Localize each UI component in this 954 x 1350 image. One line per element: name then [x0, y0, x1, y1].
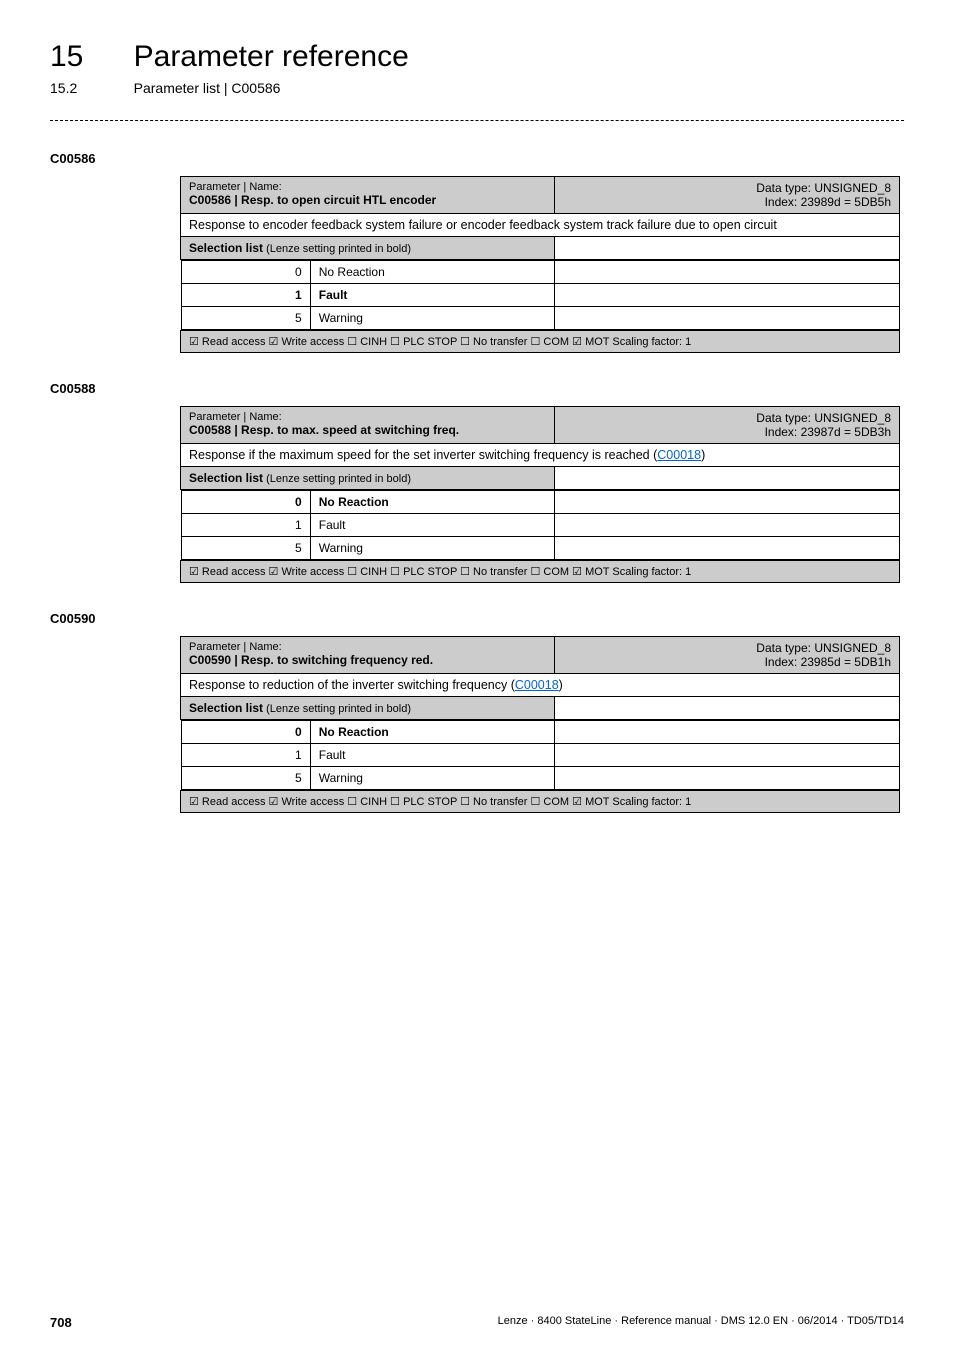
empty-cell — [554, 307, 899, 330]
parameter-table: Parameter | Name:C00590 | Resp. to switc… — [180, 636, 900, 813]
selection-values-table: 0No Reaction1Fault5Warning — [181, 260, 900, 330]
parameter-block: C00590 Parameter | Name:C00590 | Resp. to… — [50, 611, 904, 813]
footer-doc-info: Lenze · 8400 StateLine · Reference manua… — [498, 1315, 904, 1327]
label-cell: Fault — [310, 744, 554, 767]
chapter-number: 15 — [50, 40, 130, 74]
subsection-title: Parameter list | C00586 — [134, 80, 281, 96]
table-row: 5Warning — [181, 307, 899, 330]
value-cell: 5 — [181, 307, 310, 330]
table-row: 1Fault — [181, 744, 899, 767]
parameter-id: C00588 — [50, 381, 904, 396]
parameter-name-cell: Parameter | Name:C00586 | Resp. to open … — [181, 177, 555, 214]
selection-values-table: 0No Reaction1Fault5Warning — [181, 720, 900, 790]
table-row: 0No Reaction — [181, 261, 899, 284]
parameter-datatype-cell: Data type: UNSIGNED_8Index: 23989d = 5DB… — [554, 177, 899, 214]
selection-list-header: Selection list (Lenze setting printed in… — [181, 237, 555, 260]
parameter-id: C00590 — [50, 611, 904, 626]
table-row: 5Warning — [181, 537, 899, 560]
empty-cell — [554, 721, 899, 744]
parameter-name-cell: Parameter | Name:C00588 | Resp. to max. … — [181, 407, 555, 444]
chapter-title: Parameter reference — [134, 40, 409, 74]
parameter-link[interactable]: C00018 — [657, 448, 701, 462]
page-number: 708 — [50, 1315, 72, 1330]
parameter-datatype-cell: Data type: UNSIGNED_8Index: 23985d = 5DB… — [554, 637, 899, 674]
empty-cell — [554, 491, 899, 514]
empty-cell — [554, 284, 899, 307]
selection-list-header: Selection list (Lenze setting printed in… — [181, 697, 555, 720]
label-cell: Warning — [310, 307, 554, 330]
empty-cell — [554, 744, 899, 767]
value-cell: 0 — [181, 491, 310, 514]
table-row: 5Warning — [181, 767, 899, 790]
parameter-table: Parameter | Name:C00586 | Resp. to open … — [180, 176, 900, 353]
parameter-block: C00588 Parameter | Name:C00588 | Resp. to… — [50, 381, 904, 583]
selection-list-empty — [554, 467, 899, 490]
selection-values-table: 0No Reaction1Fault5Warning — [181, 490, 900, 560]
value-cell: 5 — [181, 537, 310, 560]
subsection-number: 15.2 — [50, 80, 130, 96]
parameter-description: Response if the maximum speed for the se… — [181, 444, 900, 467]
empty-cell — [554, 537, 899, 560]
table-row: 1Fault — [181, 284, 899, 307]
selection-list-empty — [554, 697, 899, 720]
label-cell: Warning — [310, 537, 554, 560]
parameter-datatype-cell: Data type: UNSIGNED_8Index: 23987d = 5DB… — [554, 407, 899, 444]
table-row: 0No Reaction — [181, 491, 899, 514]
label-cell: Warning — [310, 767, 554, 790]
label-cell: No Reaction — [310, 491, 554, 514]
value-cell: 0 — [181, 261, 310, 284]
empty-cell — [554, 767, 899, 790]
access-flags-row: ☑ Read access ☑ Write access ☐ CINH ☐ PL… — [181, 561, 900, 583]
value-cell: 1 — [181, 514, 310, 537]
access-flags-row: ☑ Read access ☑ Write access ☐ CINH ☐ PL… — [181, 331, 900, 353]
parameter-description: Response to encoder feedback system fail… — [181, 214, 900, 237]
parameter-description: Response to reduction of the inverter sw… — [181, 674, 900, 697]
selection-list-empty — [554, 237, 899, 260]
page-header: 15 Parameter reference 15.2 Parameter li… — [50, 40, 904, 96]
value-cell: 1 — [181, 284, 310, 307]
label-cell: Fault — [310, 284, 554, 307]
label-cell: Fault — [310, 514, 554, 537]
selection-list-header: Selection list (Lenze setting printed in… — [181, 467, 555, 490]
parameter-table: Parameter | Name:C00588 | Resp. to max. … — [180, 406, 900, 583]
label-cell: No Reaction — [310, 721, 554, 744]
parameter-name-cell: Parameter | Name:C00590 | Resp. to switc… — [181, 637, 555, 674]
page-footer: 708 Lenze · 8400 StateLine · Reference m… — [50, 1315, 904, 1330]
empty-cell — [554, 261, 899, 284]
parameter-link[interactable]: C00018 — [515, 678, 559, 692]
value-cell: 0 — [181, 721, 310, 744]
parameter-block: C00586 Parameter | Name:C00586 | Resp. to… — [50, 151, 904, 353]
table-row: 0No Reaction — [181, 721, 899, 744]
table-row: 1Fault — [181, 514, 899, 537]
value-cell: 1 — [181, 744, 310, 767]
divider — [50, 120, 904, 121]
value-cell: 5 — [181, 767, 310, 790]
access-flags-row: ☑ Read access ☑ Write access ☐ CINH ☐ PL… — [181, 791, 900, 813]
label-cell: No Reaction — [310, 261, 554, 284]
parameter-id: C00586 — [50, 151, 904, 166]
empty-cell — [554, 514, 899, 537]
